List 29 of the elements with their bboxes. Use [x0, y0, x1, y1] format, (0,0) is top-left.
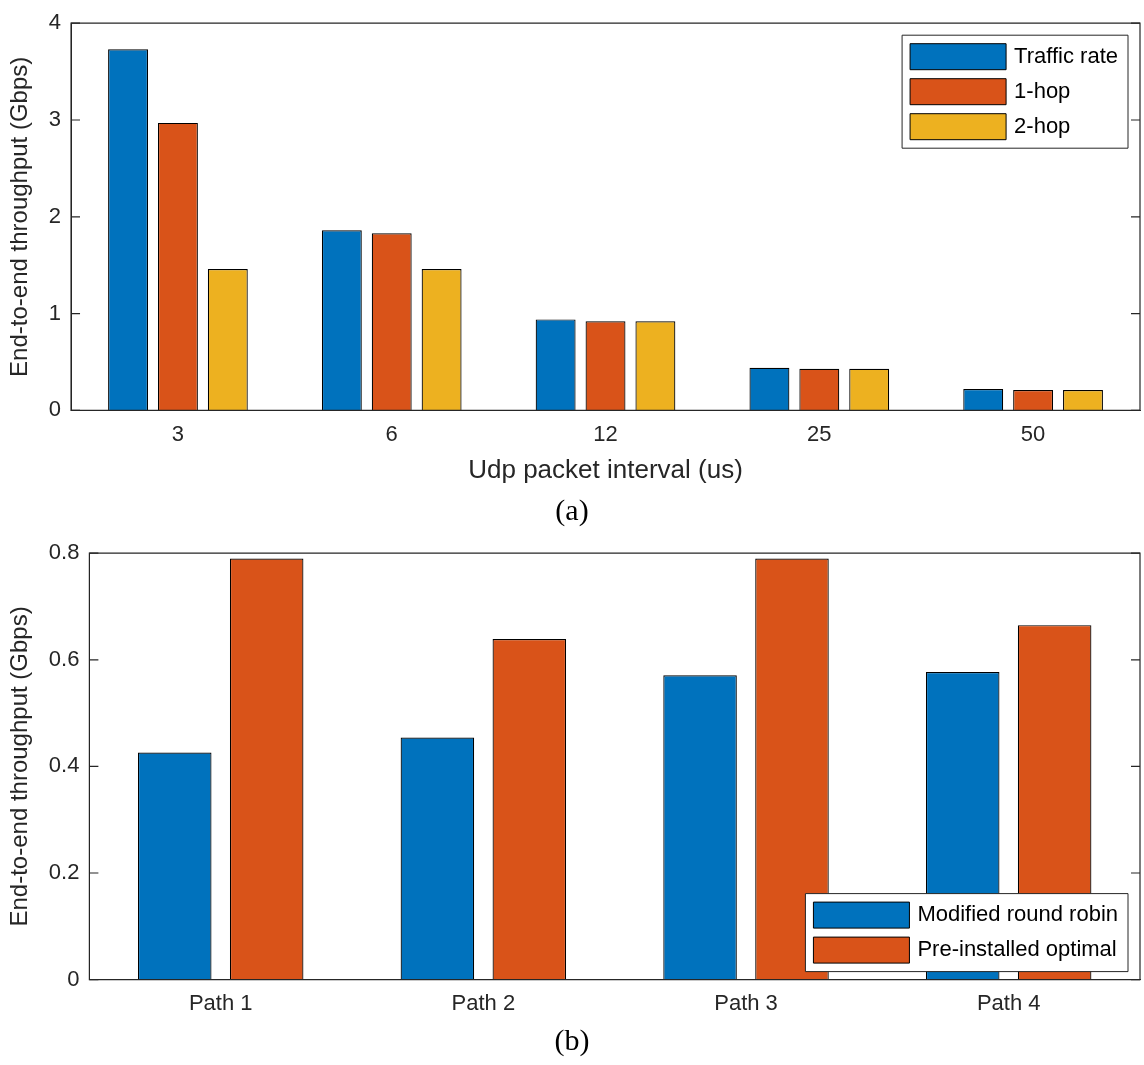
- y-tick-label: 3: [48, 106, 62, 132]
- text: (b): [553, 1022, 591, 1058]
- x-tick-label: Path 2: [451, 989, 516, 1015]
- y-tick-label: 0: [67, 965, 80, 991]
- y-tick-label: 4: [48, 9, 62, 35]
- y-tick-label: 0: [48, 396, 62, 422]
- x-tick-label: Path 4: [976, 989, 1041, 1015]
- x-tick-label: 50: [1020, 420, 1046, 446]
- y-tick-label: 0.6: [48, 645, 80, 671]
- x-tick-label: 12: [593, 420, 618, 446]
- y-tick-label: 0.4: [48, 752, 80, 778]
- y-tick-label: 0.8: [48, 539, 80, 565]
- x-axis-title: Udp packet interval (us): [468, 453, 743, 484]
- legend-label: 2-hop: [1014, 112, 1071, 138]
- y-axis-title: End-to-end throughput (Gbps): [5, 606, 33, 927]
- y-tick-label: 1: [48, 299, 62, 325]
- text: (a): [554, 492, 590, 528]
- legend-label: Traffic rate: [1014, 42, 1118, 68]
- x-tick-label: Path 3: [714, 989, 778, 1015]
- x-tick-label: 25: [807, 420, 832, 446]
- x-tick-label: 6: [385, 420, 398, 446]
- y-tick-label: 2: [48, 202, 62, 228]
- x-tick-label: 3: [171, 420, 185, 446]
- y-tick-label: 0.2: [48, 859, 80, 885]
- y-axis-title: End-to-end throughput (Gbps): [5, 56, 33, 377]
- legend-label: 1-hop: [1014, 77, 1071, 103]
- legend-label: Modified round robin: [917, 901, 1119, 927]
- x-tick-label: Path 1: [188, 989, 253, 1015]
- legend-label: Pre-installed optimal: [917, 936, 1117, 962]
